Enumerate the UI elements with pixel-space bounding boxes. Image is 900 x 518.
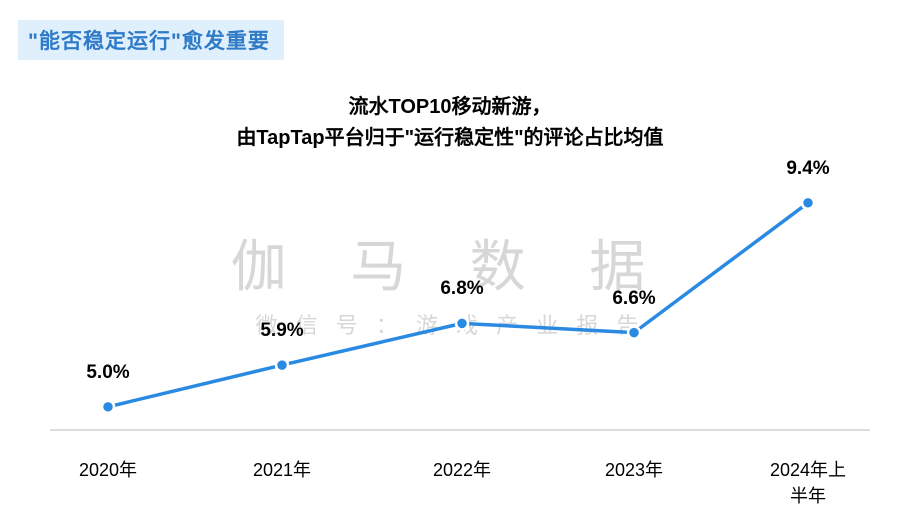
line-chart xyxy=(0,0,900,518)
x-axis-label: 2020年 xyxy=(79,456,137,482)
data-marker xyxy=(456,317,468,329)
x-axis-label: 2023年 xyxy=(605,456,663,482)
data-value-label: 6.8% xyxy=(440,278,483,300)
x-axis-label: 2022年 xyxy=(433,456,491,482)
data-value-label: 9.4% xyxy=(786,158,829,180)
data-marker xyxy=(276,359,288,371)
data-marker xyxy=(628,327,640,339)
x-axis-label: 2021年 xyxy=(253,456,311,482)
data-line xyxy=(108,203,808,407)
data-marker xyxy=(102,401,114,413)
x-axis-label: 2024年上半年 xyxy=(762,456,854,508)
data-marker xyxy=(802,197,814,209)
data-value-label: 5.9% xyxy=(260,320,303,342)
data-value-label: 5.0% xyxy=(86,362,129,384)
data-value-label: 6.6% xyxy=(612,288,655,310)
